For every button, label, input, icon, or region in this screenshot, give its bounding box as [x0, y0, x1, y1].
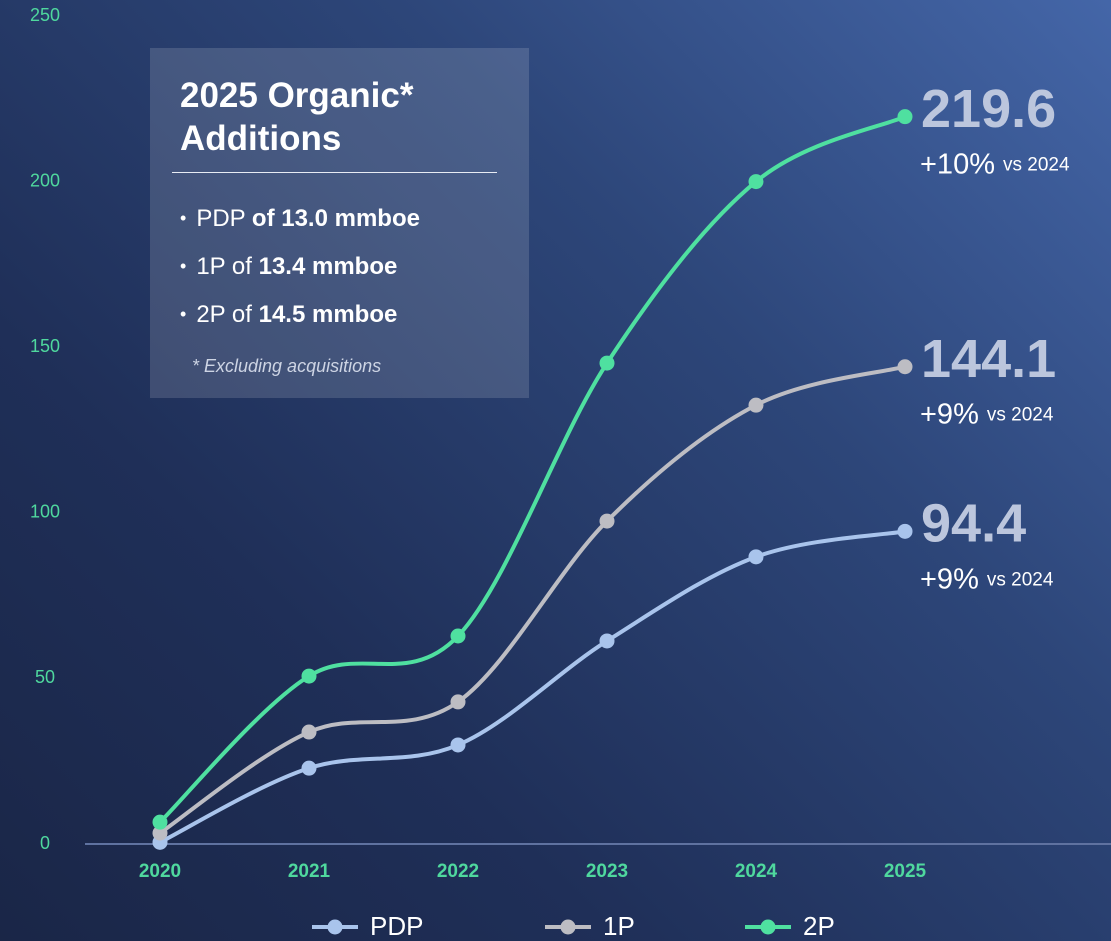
bullet: 2P of 14.5 mmboe	[180, 296, 420, 344]
bullet-text: PDP	[196, 205, 246, 232]
info-title: 2025 Organic* Additions	[180, 76, 414, 158]
data-point	[748, 174, 764, 190]
y-tick-label: 150	[30, 336, 60, 356]
y-tick-label: 200	[30, 170, 60, 190]
data-point	[450, 628, 466, 644]
value-label: 219.6	[921, 79, 1056, 139]
data-point	[897, 109, 913, 125]
x-tick-label: 2022	[437, 861, 479, 882]
change-note: vs 2024	[1003, 155, 1070, 176]
data-point	[897, 359, 913, 375]
data-point	[301, 760, 317, 776]
series-line	[159, 529, 906, 845]
data-point	[450, 694, 466, 710]
y-tick-label: 100	[30, 502, 60, 522]
value-label: 144.1	[921, 329, 1056, 389]
y-tick-label: 250	[30, 5, 60, 25]
data-point	[748, 549, 764, 565]
y-tick-label: 50	[35, 667, 55, 687]
x-tick-label: 2025	[884, 861, 927, 882]
data-point	[152, 825, 168, 841]
x-tick-label: 2021	[288, 861, 331, 882]
y-tick-label: 0	[40, 833, 50, 853]
change-value: +9%	[920, 398, 979, 430]
legend-label: PDP	[370, 911, 423, 941]
bullet: 1P of 13.4 mmboe	[180, 248, 420, 296]
x-tick-label: 2020	[139, 861, 181, 882]
bullet-text: 13.4 mmboe	[258, 253, 398, 280]
info-box: 2025 Organic* Additions PDP of 13.0 mmbo…	[150, 48, 529, 398]
divider	[172, 172, 497, 173]
data-point	[897, 523, 913, 539]
data-point	[599, 633, 615, 649]
change-label: +9% vs 2024	[920, 563, 1054, 595]
data-point	[748, 397, 764, 413]
legend-marker	[327, 919, 343, 935]
bullet-text: of 13.0 mmboe	[251, 205, 420, 232]
x-tick-label: 2023	[586, 861, 628, 882]
data-point	[450, 737, 466, 753]
change-label: +9% vs 2024	[920, 398, 1054, 430]
bullet: PDP of 13.0 mmboe	[180, 200, 420, 248]
legend-marker	[760, 919, 776, 935]
change-note: vs 2024	[987, 569, 1054, 590]
change-note: vs 2024	[987, 405, 1054, 426]
bullet-text: 14.5 mmboe	[258, 301, 398, 328]
series-line	[158, 364, 906, 835]
bullet-text: 2P of	[196, 301, 252, 328]
data-point	[301, 668, 317, 684]
data-point	[152, 814, 168, 830]
change-value: +10%	[920, 148, 995, 180]
legend-label: 2P	[803, 911, 835, 941]
data-point	[599, 513, 615, 529]
legend-marker	[560, 919, 576, 935]
bullet-list: PDP of 13.0 mmboe1P of 13.4 mmboe2P of 1…	[180, 200, 420, 344]
data-point	[599, 355, 615, 371]
change-value: +9%	[920, 563, 979, 595]
data-point	[301, 724, 317, 740]
change-label: +10% vs 2024	[920, 148, 1070, 180]
x-tick-label: 2024	[735, 861, 778, 882]
bullet-text: 1P of	[196, 253, 252, 280]
legend-label: 1P	[603, 911, 635, 941]
value-label: 94.4	[921, 494, 1026, 554]
footnote: * Excluding acquisitions	[192, 356, 382, 376]
